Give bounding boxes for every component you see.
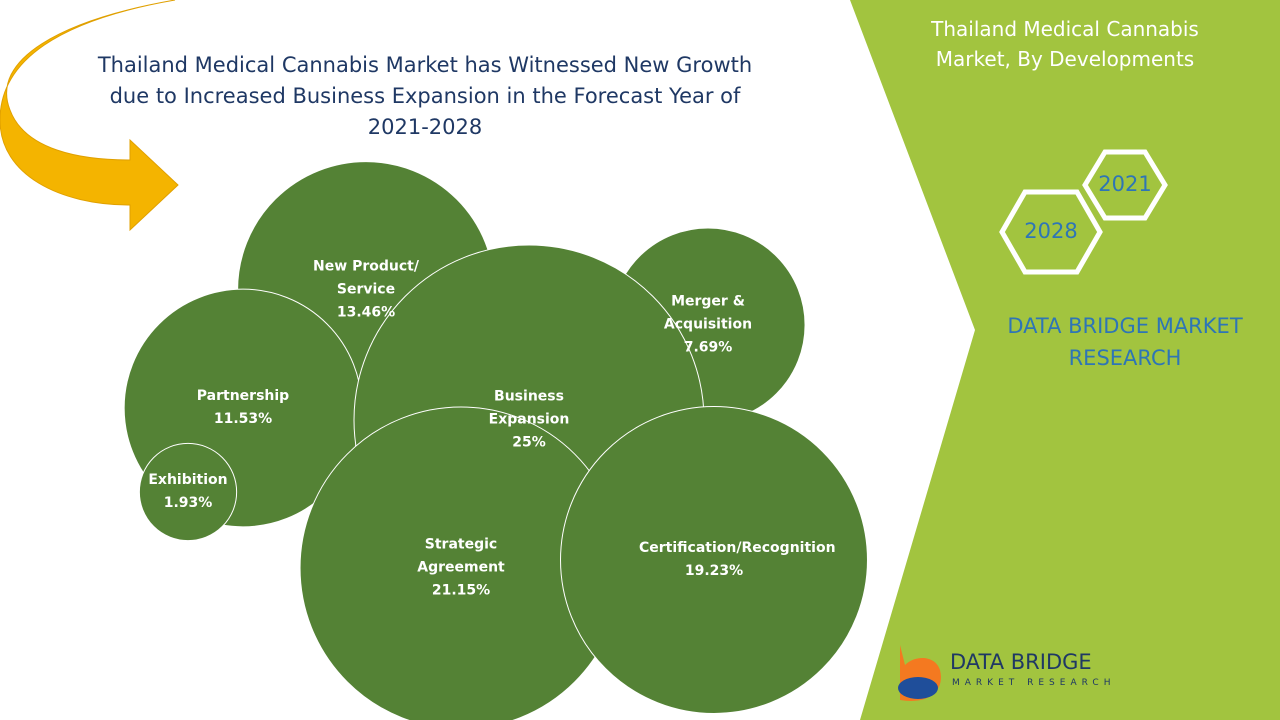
bubble-label: Certification/Recognition 19.23%: [639, 537, 836, 583]
arrow: [0, 0, 179, 232]
logo-icon: [898, 677, 938, 699]
value-label: 21.15%: [431, 582, 491, 599]
year: 2028: [1024, 219, 1078, 243]
category-label: Partnership: [196, 388, 290, 404]
value-label: 1.93%: [163, 495, 213, 511]
year: 2021: [1098, 172, 1152, 196]
value-label: 13.46%: [336, 304, 396, 321]
brand: DATA BRIDGE MARKET RESEARCH: [1007, 314, 1243, 370]
category-label: Business Expansion: [488, 388, 570, 428]
bubble-label: Exhibition 1.93%: [113, 469, 263, 515]
category-label: New Product/ Service: [313, 258, 419, 298]
bubble: [138, 442, 238, 542]
side-panel: [850, 0, 1280, 720]
value-label: 25%: [512, 434, 546, 451]
value-label: 7.69%: [683, 339, 733, 356]
bubble: [560, 406, 868, 714]
category-label: Exhibition: [148, 472, 228, 488]
hexagon: [1082, 149, 1168, 221]
value-label: 11.53%: [213, 411, 273, 427]
logo-name: DATA BRIDGE: [950, 650, 1092, 674]
sidebar-title: Thailand Medical Cannabis Market, By Dev…: [931, 17, 1199, 71]
bubble-label: Merger & Acquisition 7.69%: [633, 291, 783, 360]
title: Thailand Medical Cannabis Market has Wit…: [97, 53, 753, 139]
bubble-label: New Product/ Service 13.46%: [291, 256, 441, 325]
bubbles: [123, 161, 868, 720]
value-label: 19.23%: [684, 563, 744, 579]
hexagon: [999, 189, 1103, 275]
bubble-label: Strategic Agreement 21.15%: [386, 534, 536, 603]
category-label: Strategic Agreement: [417, 536, 505, 576]
category-label: Merger & Acquisition: [663, 293, 753, 333]
category-label: Certification/Recognition: [639, 540, 836, 556]
logo-tagline: MARKET RESEARCH: [952, 678, 1116, 688]
bubble-label: Partnership 11.53%: [168, 385, 318, 431]
bubble-label: Business Expansion 25%: [454, 386, 604, 455]
